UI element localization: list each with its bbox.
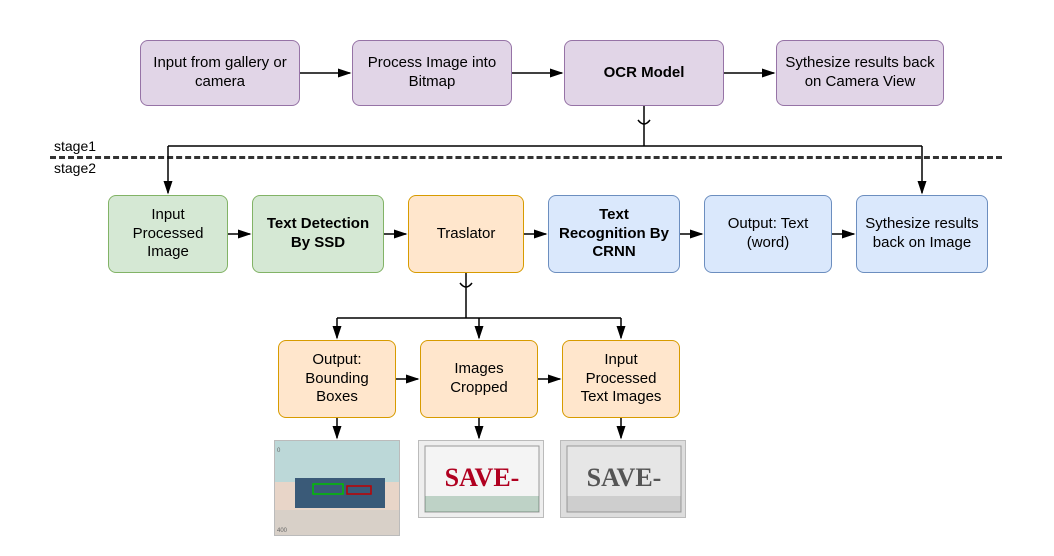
node-label: Text Detection By SSD <box>261 215 375 253</box>
street-scene-icon: 0 400 <box>275 440 399 536</box>
node-output-bbox: Output: Bounding Boxes <box>278 340 396 418</box>
node-synth-image: Sythesize results back on Image <box>856 195 988 273</box>
node-input-text-images: Input Processed Text Images <box>562 340 680 418</box>
node-label: Output: Bounding Boxes <box>287 351 387 407</box>
node-ocr-model: OCR Model <box>564 40 724 106</box>
node-label: Traslator <box>437 225 496 244</box>
node-images-cropped: Images Cropped <box>420 340 538 418</box>
node-process-bitmap: Process Image into Bitmap <box>352 40 512 106</box>
node-output-text: Output: Text (word) <box>704 195 832 273</box>
save-sign-color-icon: SAVE- <box>419 440 543 518</box>
node-label: Sythesize results back on Camera View <box>785 54 935 92</box>
stage1-label: stage1 <box>54 138 96 154</box>
thumbnail-bbox: 0 400 <box>274 440 400 536</box>
node-input-gallery: Input from gallery or camera <box>140 40 300 106</box>
node-label: Sythesize results back on Image <box>865 215 979 253</box>
node-label: Text Recognition By CRNN <box>557 206 671 262</box>
node-label: Process Image into Bitmap <box>361 54 503 92</box>
stage2-label: stage2 <box>54 160 96 176</box>
node-label: Input Processed Image <box>117 206 219 262</box>
node-label: Output: Text (word) <box>713 215 823 253</box>
node-translator: Traslator <box>408 195 524 273</box>
thumbnail-cropped: SAVE- <box>418 440 544 518</box>
node-input-processed: Input Processed Image <box>108 195 228 273</box>
node-text-recognition-crnn: Text Recognition By CRNN <box>548 195 680 273</box>
node-label: OCR Model <box>604 64 685 83</box>
svg-text:SAVE-: SAVE- <box>587 463 662 492</box>
svg-text:SAVE-: SAVE- <box>445 463 520 492</box>
thumbnail-gray: SAVE- <box>560 440 686 518</box>
stage-divider <box>50 156 1002 159</box>
node-text-detection-ssd: Text Detection By SSD <box>252 195 384 273</box>
node-label: Input Processed Text Images <box>571 351 671 407</box>
node-label: Images Cropped <box>429 360 529 398</box>
node-synth-camera: Sythesize results back on Camera View <box>776 40 944 106</box>
node-label: Input from gallery or camera <box>149 54 291 92</box>
svg-text:400: 400 <box>277 528 288 534</box>
save-sign-gray-icon: SAVE- <box>561 440 685 518</box>
